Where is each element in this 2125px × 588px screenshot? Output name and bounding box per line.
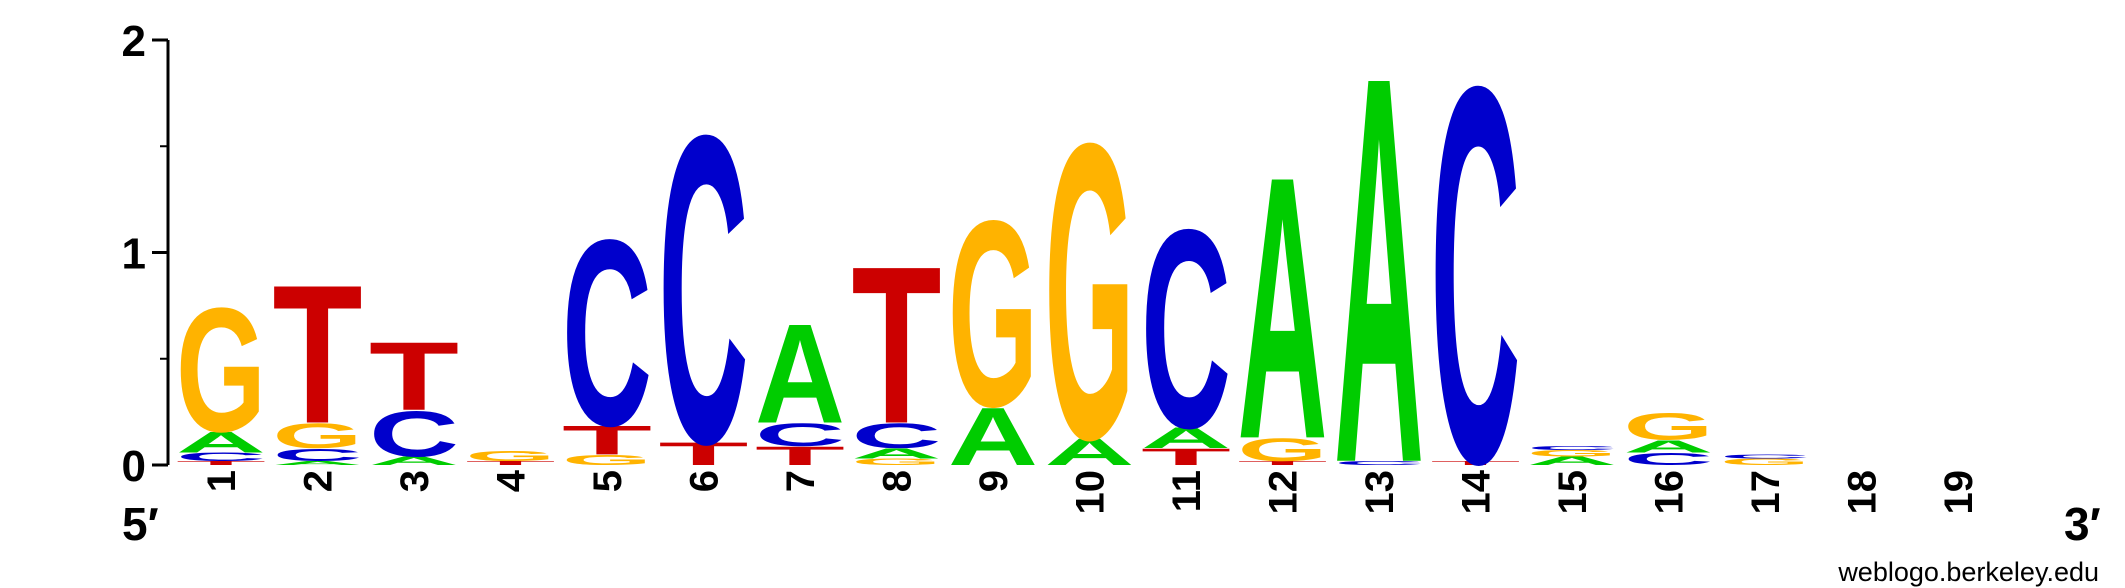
- y-tick-label: 1: [122, 230, 146, 279]
- x-tick-label: 6: [683, 470, 727, 492]
- logo-letter-T-pos-11: T: [1141, 444, 1231, 470]
- x-tick-label: 19: [1937, 470, 1981, 515]
- logo-letter-T-pos-7: T: [755, 441, 845, 471]
- logo-letter-T-pos-1: T: [176, 460, 266, 467]
- x-tick-label: 2: [297, 470, 341, 492]
- logo-letter-A-pos-3: A: [369, 454, 459, 467]
- logo-letter-A-pos-7: A: [755, 295, 845, 453]
- logo-letter-G-pos-2: G: [273, 417, 363, 456]
- logo-letter-G-pos-1: G: [176, 271, 266, 469]
- logo-letter-G-pos-4: G: [466, 448, 556, 464]
- logo-letter-C-pos-3: C: [369, 398, 459, 471]
- y-tick-label: 0: [122, 442, 146, 491]
- logo-letter-T-pos-2: T: [273, 243, 363, 464]
- logo-letter-C-pos-6: C: [659, 44, 749, 535]
- logo-letter-G-pos-9: G: [948, 167, 1038, 463]
- x-tick-label: 8: [876, 470, 920, 492]
- y-tick-label: 2: [122, 17, 146, 66]
- logo-letter-C-pos-14: C: [1431, 0, 1521, 575]
- logo-letter-A-pos-9: A: [948, 391, 1038, 483]
- logo-letter-T-pos-12: T: [1238, 460, 1328, 467]
- logo-letter-A-pos-2: A: [273, 460, 363, 467]
- x-tick-label: 13: [1358, 470, 1402, 515]
- logo-letter-T-pos-5: T: [562, 417, 652, 463]
- logo-letter-T-pos-4: T: [466, 460, 556, 467]
- logo-letter-C-pos-5: C: [562, 184, 652, 481]
- x-tick-label: 11: [1165, 470, 1209, 512]
- logo-letter-T-pos-6: T: [659, 435, 749, 472]
- logo-letter-C-pos-13: C: [1334, 460, 1424, 467]
- logo-letter-C-pos-11: C: [1141, 172, 1231, 488]
- logo-letter-T-pos-3: T: [369, 322, 459, 430]
- logo-letter-C-pos-15: C: [1527, 445, 1617, 452]
- logo-letter-G-pos-15: G: [1527, 449, 1617, 459]
- x-tick-label: 17: [1744, 470, 1788, 515]
- logo-letter-C-pos-1: C: [176, 450, 266, 463]
- logo-letter-A-pos-15: A: [1527, 454, 1617, 467]
- logo-letter-T-pos-14: T: [1431, 460, 1521, 467]
- logo-letter-A-pos-10: A: [1045, 430, 1135, 473]
- logo-letter-G-pos-5: G: [562, 452, 652, 468]
- logo-letter-C-pos-7: C: [755, 417, 845, 453]
- three-prime-label: 3′: [2064, 498, 2101, 550]
- logo-letter-G-pos-17: G: [1720, 457, 1810, 467]
- x-tick-label: 1: [200, 470, 244, 492]
- logo-letter-C-pos-8: C: [852, 416, 942, 455]
- logo-letter-G-pos-8: G: [852, 457, 942, 467]
- x-tick-label: 18: [1841, 470, 1885, 515]
- logo-letter-G-pos-12: G: [1238, 432, 1328, 468]
- logo-letter-T-pos-8: T: [852, 220, 942, 471]
- x-tick-label: 4: [490, 469, 534, 492]
- x-tick-label: 3: [393, 470, 437, 492]
- logo-letter-C-pos-16: C: [1624, 449, 1714, 469]
- logo-letter-A-pos-13: A: [1334, 0, 1424, 578]
- x-tick-label: 14: [1455, 469, 1499, 514]
- axes: [152, 38, 170, 467]
- logo-letter-A-pos-16: A: [1624, 436, 1714, 456]
- x-tick-label: 5: [586, 470, 630, 492]
- five-prime-label: 5′: [122, 498, 159, 550]
- logo-letter-C-pos-2: C: [273, 445, 363, 465]
- logo-letter-A-pos-1: A: [176, 426, 266, 459]
- logo-letter-A-pos-8: A: [852, 445, 942, 461]
- logo-letter-G-pos-10: G: [1045, 55, 1135, 527]
- x-tick-label: 10: [1069, 470, 1113, 515]
- logo-letter-C-pos-17: C: [1720, 453, 1810, 460]
- x-tick-label: 15: [1551, 470, 1595, 515]
- x-tick-label: 16: [1648, 470, 1692, 515]
- x-tick-label: 9: [972, 470, 1016, 492]
- x-tick-label: 12: [1262, 470, 1306, 515]
- x-tick-label: 7: [779, 470, 823, 492]
- logo-letter-A-pos-12: A: [1238, 99, 1328, 518]
- logo-letter-G-pos-16: G: [1624, 405, 1714, 448]
- weblogo-credit: weblogo.berkeley.edu: [1837, 557, 2099, 587]
- logo-letter-A-pos-11: A: [1141, 422, 1231, 455]
